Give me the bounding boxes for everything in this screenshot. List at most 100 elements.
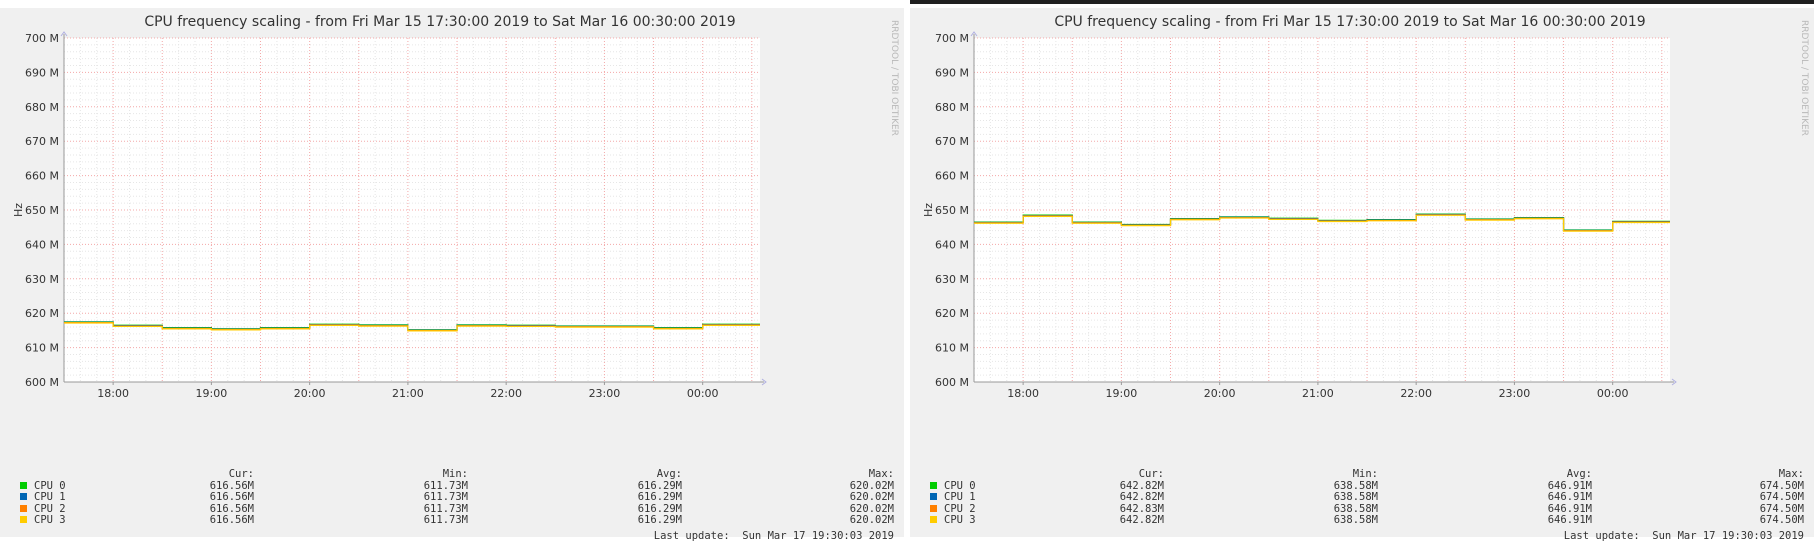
legend-swatch-cpu2	[20, 504, 27, 512]
panel-divider	[904, 0, 910, 537]
legend-header-cur: Cur:	[228, 468, 254, 480]
last-update: Last update: Sun Mar 17 19:30:03 2019	[653, 530, 894, 542]
legend-avg: 646.91M	[1547, 491, 1592, 503]
chart-panel-right: CPU frequency scaling - from Fri Mar 15 …	[910, 8, 1814, 542]
y-tick-label: 620 M	[25, 307, 59, 320]
legend-min: 638.58M	[1333, 514, 1378, 526]
legend-row-cpu3: CPU 3 616.56M 611.73M 616.29M 620.02M	[18, 514, 894, 526]
legend-swatch-cpu2	[930, 504, 937, 512]
y-tick-label: 680 M	[25, 101, 59, 114]
legend-header-min: Min:	[1352, 468, 1378, 480]
y-tick-label: 600 M	[935, 376, 969, 389]
legend-name: CPU 2	[34, 502, 66, 515]
legend-max: 620.02M	[849, 491, 894, 503]
y-tick-label: 670 M	[25, 135, 59, 148]
legend-header-min: Min:	[442, 468, 468, 480]
y-tick-label: 600 M	[25, 376, 59, 389]
series-line-cpu3	[64, 322, 760, 332]
y-axis-arrow	[60, 31, 68, 37]
y-tick-label: 650 M	[25, 204, 59, 217]
legend-cur: 642.82M	[1119, 514, 1164, 526]
legend-name: CPU 0	[34, 479, 66, 492]
x-axis-arrow	[1671, 378, 1677, 386]
legend-min: 638.58M	[1333, 491, 1378, 503]
legend-header-max: Max:	[868, 468, 894, 480]
legend-min: 611.73M	[423, 502, 468, 515]
legend-max: 674.50M	[1759, 491, 1804, 503]
chart-title: CPU frequency scaling - from Fri Mar 15 …	[144, 14, 736, 30]
legend-min: 611.73M	[423, 479, 468, 492]
x-tick-label: 19:00	[196, 387, 228, 400]
legend-name: CPU 0	[944, 479, 976, 492]
legend-max: 620.02M	[849, 514, 894, 526]
x-tick-label: 23:00	[1499, 387, 1531, 400]
legend-max: 620.02M	[849, 479, 894, 492]
x-tick-label: 23:00	[589, 387, 621, 400]
legend-avg: 646.91M	[1547, 479, 1592, 492]
legend-avg: 616.29M	[637, 502, 682, 515]
x-tick-label: 00:00	[687, 387, 719, 400]
legend-avg: 616.29M	[637, 514, 682, 526]
legend-cur: 616.56M	[209, 514, 254, 526]
x-tick-label: 22:00	[490, 387, 522, 400]
legend-min: 638.58M	[1333, 502, 1378, 515]
legend-row-cpu0: CPU 0 642.82M 638.58M 646.91M 674.50M	[928, 480, 1804, 492]
y-axis-arrow	[970, 31, 978, 37]
legend-cur: 642.82M	[1119, 491, 1164, 503]
legend-header-avg: Avg:	[1566, 468, 1592, 480]
legend-max: 674.50M	[1759, 479, 1804, 492]
y-tick-label: 640 M	[25, 238, 59, 251]
legend-row-cpu0: CPU 0 616.56M 611.73M 616.29M 620.02M	[18, 480, 894, 492]
legend-name: CPU 3	[34, 514, 66, 526]
y-tick-label: 610 M	[25, 342, 59, 355]
legend-cur: 642.82M	[1119, 479, 1164, 492]
legend-swatch-cpu0	[930, 481, 937, 489]
rrdtool-watermark: RRDTOOL / TOBI OETIKER	[1799, 20, 1809, 136]
legend-row-cpu3: CPU 3 642.82M 638.58M 646.91M 674.50M	[928, 514, 1804, 526]
legend: Cur: Min: Avg: Max: CPU 0 616.56M 611.73…	[18, 468, 894, 526]
x-tick-label: 19:00	[1106, 387, 1138, 400]
legend-cur: 616.56M	[209, 479, 254, 492]
legend-header-avg: Avg:	[656, 468, 682, 480]
legend-row-cpu1: CPU 1 642.82M 638.58M 646.91M 674.50M	[928, 491, 1804, 503]
legend-cur: 616.56M	[209, 491, 254, 503]
chart-panel-left: CPU frequency scaling - from Fri Mar 15 …	[0, 8, 904, 542]
x-tick-label: 18:00	[97, 387, 129, 400]
y-tick-label: 680 M	[935, 101, 969, 114]
legend-cur: 642.83M	[1119, 502, 1164, 515]
legend-header-max: Max:	[1778, 468, 1804, 480]
chart-plot: 600 M 610 M 620 M 630 M 640 M 650 M 660 M 670 M…	[922, 20, 1809, 400]
legend-min: 638.58M	[1333, 479, 1378, 492]
legend-min: 611.73M	[423, 514, 468, 526]
y-tick-label: 630 M	[25, 273, 59, 286]
x-tick-label: 00:00	[1597, 387, 1629, 400]
legend-header: Cur: Min: Avg: Max:	[18, 468, 894, 480]
chart-plot: 600 M 610 M 620 M 630 M 640 M 650 M 660 M 670 M…	[12, 20, 899, 400]
y-axis-label: Hz	[922, 203, 935, 217]
legend-avg: 646.91M	[1547, 514, 1592, 526]
y-tick-label: 700 M	[935, 32, 969, 45]
y-tick-label: 690 M	[25, 66, 59, 79]
rrdtool-watermark: RRDTOOL / TOBI OETIKER	[889, 20, 899, 136]
legend: Cur: Min: Avg: Max: CPU 0 642.82M 638.58…	[928, 468, 1804, 526]
legend-max: 620.02M	[849, 502, 894, 515]
legend-swatch-cpu1	[930, 493, 937, 500]
y-tick-label: 690 M	[935, 66, 969, 79]
series-line-cpu3	[974, 214, 1670, 232]
legend-row-cpu1: CPU 1 616.56M 611.73M 616.29M 620.02M	[18, 491, 894, 503]
legend-swatch-cpu0	[20, 481, 27, 489]
y-axis-label: Hz	[12, 203, 25, 217]
y-tick-label: 620 M	[935, 307, 969, 320]
x-tick-label: 21:00	[392, 387, 424, 400]
y-tick-label: 650 M	[935, 204, 969, 217]
x-tick-label: 22:00	[1400, 387, 1432, 400]
x-tick-label: 18:00	[1007, 387, 1039, 400]
window-top-bar	[908, 0, 1814, 4]
y-tick-label: 640 M	[935, 238, 969, 251]
legend-max: 674.50M	[1759, 502, 1804, 515]
x-axis-arrow	[761, 378, 767, 386]
y-tick-label: 660 M	[25, 170, 59, 183]
legend-swatch-cpu1	[20, 493, 27, 500]
legend-swatch-cpu3	[930, 516, 937, 523]
legend-min: 611.73M	[423, 491, 468, 503]
